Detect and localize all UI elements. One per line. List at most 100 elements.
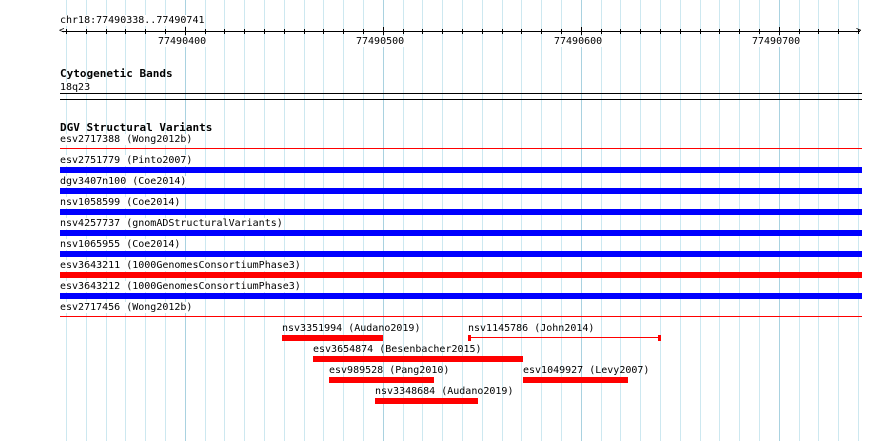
- grid-line: [581, 0, 582, 441]
- variant-label[interactable]: nsv3351994 (Audano2019): [282, 323, 421, 334]
- variant-bar[interactable]: [60, 316, 862, 317]
- variant-bar[interactable]: [60, 293, 862, 299]
- ruler-tick: [561, 29, 562, 34]
- variant-label[interactable]: dgv3407n100 (Coe2014): [60, 176, 187, 187]
- ruler-tick: [640, 29, 641, 34]
- variant-label[interactable]: nsv1058599 (Coe2014): [60, 197, 181, 208]
- variant-bar[interactable]: [468, 337, 660, 338]
- variant-bar[interactable]: [523, 377, 628, 383]
- ruler-tick: [482, 29, 483, 34]
- grid-line: [601, 0, 602, 441]
- ruler-tick: [700, 29, 701, 34]
- cytoband-track-title[interactable]: Cytogenetic Bands: [60, 67, 173, 80]
- grid-line: [818, 0, 819, 441]
- variant-bar[interactable]: [60, 251, 862, 257]
- ruler-tick: [581, 27, 582, 35]
- variant-end-cap[interactable]: [658, 335, 661, 341]
- ruler-tick: [680, 29, 681, 34]
- grid-line: [383, 0, 384, 441]
- ruler-tick: [363, 29, 364, 34]
- ruler-tick-label: 77490700: [752, 36, 801, 47]
- variant-bar[interactable]: [329, 377, 434, 383]
- grid-line: [620, 0, 621, 441]
- ruler-tick: [106, 29, 107, 34]
- grid-line: [462, 0, 463, 441]
- ruler-tick-label: 77490400: [158, 36, 207, 47]
- variant-label[interactable]: esv989528 (Pang2010): [329, 365, 450, 376]
- ruler-tick: [343, 29, 344, 34]
- variant-bar[interactable]: [60, 209, 862, 215]
- ruler-tick: [838, 29, 839, 34]
- variant-bar[interactable]: [282, 335, 383, 341]
- variant-label[interactable]: esv3654874 (Besenbacher2015): [313, 344, 482, 355]
- grid-line: [858, 0, 859, 441]
- cytoband-label: 18q23: [60, 82, 91, 93]
- ruler-tick: [521, 29, 522, 34]
- variant-bar[interactable]: [313, 356, 523, 362]
- ruler-tick: [799, 29, 800, 34]
- ruler-tick: [620, 29, 621, 34]
- variant-label[interactable]: nsv1065955 (Coe2014): [60, 239, 181, 250]
- ruler-tick: [541, 29, 542, 34]
- ruler-tick: [739, 29, 740, 34]
- ruler-tick: [818, 29, 819, 34]
- cytoband-bar-top: [60, 93, 862, 94]
- ruler-tick: [304, 29, 305, 34]
- ruler-tick: [858, 29, 859, 34]
- variant-bar[interactable]: [60, 272, 862, 278]
- grid-line: [640, 0, 641, 441]
- ruler-tick-label: 77490600: [554, 36, 603, 47]
- ruler-tick: [165, 29, 166, 34]
- ruler-tick: [502, 29, 503, 34]
- ruler-tick: [224, 29, 225, 34]
- region-label: chr18:77490338..77490741: [60, 15, 205, 26]
- variant-label[interactable]: nsv1145786 (John2014): [468, 323, 595, 334]
- ruler-tick: [779, 27, 780, 35]
- variant-label[interactable]: nsv4257737 (gnomADStructuralVariants): [60, 218, 283, 229]
- ruler-tick: [205, 29, 206, 34]
- grid-line: [739, 0, 740, 441]
- ruler-tick: [462, 29, 463, 34]
- grid-line: [363, 0, 364, 441]
- ruler-tick: [403, 29, 404, 34]
- ruler-tick: [66, 29, 67, 34]
- ruler-axis: [62, 31, 860, 32]
- ruler-tick: [383, 27, 384, 35]
- variant-bar[interactable]: [60, 167, 862, 173]
- variant-label[interactable]: esv3643212 (1000GenomesConsortiumPhase3): [60, 281, 301, 292]
- variant-bar[interactable]: [375, 398, 478, 404]
- variant-label[interactable]: nsv3348684 (Audano2019): [375, 386, 514, 397]
- ruler-tick: [601, 29, 602, 34]
- grid-line: [799, 0, 800, 441]
- ruler-tick: [244, 29, 245, 34]
- grid-line: [343, 0, 344, 441]
- variant-label[interactable]: esv2717388 (Wong2012b): [60, 134, 193, 145]
- ruler-tick: [145, 29, 146, 34]
- ruler-tick: [264, 29, 265, 34]
- grid-line: [422, 0, 423, 441]
- variant-label[interactable]: esv2717456 (Wong2012b): [60, 302, 193, 313]
- variant-label[interactable]: esv3643211 (1000GenomesConsortiumPhase3): [60, 260, 301, 271]
- grid-line: [403, 0, 404, 441]
- ruler-tick: [185, 27, 186, 35]
- grid-line: [442, 0, 443, 441]
- variant-label[interactable]: esv1049927 (Levy2007): [523, 365, 650, 376]
- grid-line: [719, 0, 720, 441]
- grid-line: [521, 0, 522, 441]
- variant-end-cap[interactable]: [468, 335, 471, 341]
- variant-bar[interactable]: [60, 188, 862, 194]
- dgv-track-title[interactable]: DGV Structural Variants: [60, 121, 213, 134]
- grid-line: [284, 0, 285, 441]
- ruler-tick: [125, 29, 126, 34]
- variant-label[interactable]: esv2751779 (Pinto2007): [60, 155, 193, 166]
- ruler-tick: [284, 29, 285, 34]
- ruler-tick: [759, 29, 760, 34]
- grid-line: [779, 0, 780, 441]
- variant-bar[interactable]: [60, 230, 862, 236]
- cytoband-bar-bottom: [60, 99, 862, 100]
- ruler-tick: [442, 29, 443, 34]
- variant-bar[interactable]: [60, 148, 862, 149]
- ruler-left-arrow-icon: <: [59, 26, 65, 36]
- grid-line: [482, 0, 483, 441]
